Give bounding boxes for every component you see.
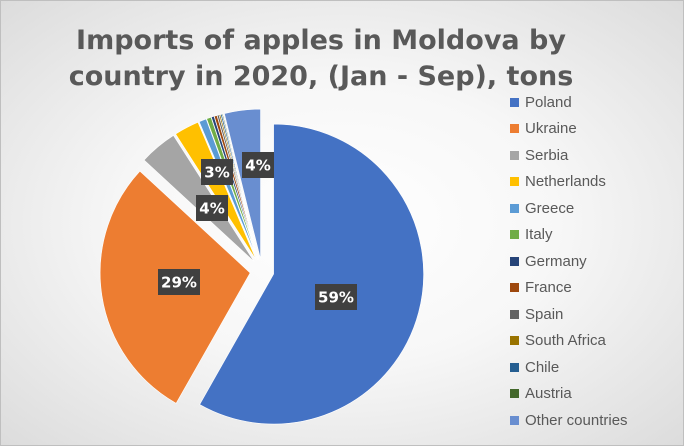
legend-swatch [510, 97, 519, 107]
legend-label: Austria [525, 385, 572, 403]
legend-label: Other countries [525, 411, 628, 429]
legend-swatch [510, 336, 519, 346]
slice-italy [206, 116, 259, 260]
legend-swatch [510, 415, 519, 425]
legend-swatch [510, 389, 519, 399]
svg-text:4%: 4% [245, 157, 270, 175]
data-label-ukraine: 29% [158, 269, 200, 295]
legend-swatch [510, 256, 519, 266]
legend-label: Greece [525, 199, 575, 217]
legend-item-france: France [510, 275, 628, 302]
legend-swatch [510, 124, 519, 134]
legend-swatch [510, 150, 519, 160]
legend: Poland Ukraine Serbia Netherlands Greece Ital… [510, 89, 628, 434]
legend-item-spain: Spain [510, 301, 628, 328]
legend-item-south-africa: South Africa [510, 328, 628, 355]
slice-other-countries [223, 108, 261, 260]
legend-item-italy: Italy [510, 222, 628, 249]
svg-text:29%: 29% [161, 274, 197, 292]
slice-poland [199, 123, 424, 425]
slice-austria [221, 113, 260, 260]
legend-label: Ukraine [525, 120, 577, 138]
legend-label: Spain [525, 305, 564, 323]
data-labels: 59% 29% 4% 3% 4% [158, 152, 357, 310]
legend-label: France [525, 279, 572, 297]
legend-label: Netherlands [525, 173, 606, 191]
legend-item-serbia: Serbia [510, 142, 628, 169]
data-label-other-countries: 4% [242, 152, 274, 178]
chart-title: Imports of apples in Moldova by country … [68, 25, 574, 92]
legend-label: South Africa [525, 332, 606, 350]
legend-item-poland: Poland [510, 89, 628, 116]
svg-text:4%: 4% [199, 200, 224, 218]
legend-label: Chile [525, 358, 560, 376]
legend-label: Germany [525, 252, 587, 270]
data-label-poland: 59% [315, 284, 357, 310]
data-label-serbia: 4% [196, 195, 228, 221]
svg-text:59%: 59% [318, 289, 354, 307]
legend-item-austria: Austria [510, 381, 628, 408]
legend-swatch [510, 283, 519, 293]
legend-item-germany: Germany [510, 248, 628, 275]
legend-item-netherlands: Netherlands [510, 169, 628, 196]
legend-item-chile: Chile [510, 354, 628, 381]
legend-swatch [510, 203, 519, 213]
legend-item-other-countries: Other countries [510, 407, 628, 434]
legend-item-greece: Greece [510, 195, 628, 222]
legend-swatch [510, 230, 519, 240]
legend-swatch [510, 177, 519, 187]
legend-label: Serbia [525, 146, 569, 164]
legend-swatch [510, 362, 519, 372]
legend-label: Poland [525, 93, 572, 111]
legend-swatch [510, 309, 519, 319]
data-label-netherlands: 3% [201, 159, 233, 185]
svg-text:3%: 3% [204, 164, 229, 182]
legend-label: Italy [525, 226, 553, 244]
slice-greece [198, 118, 258, 260]
legend-item-ukraine: Ukraine [510, 116, 628, 143]
slice-netherlands [175, 121, 257, 261]
